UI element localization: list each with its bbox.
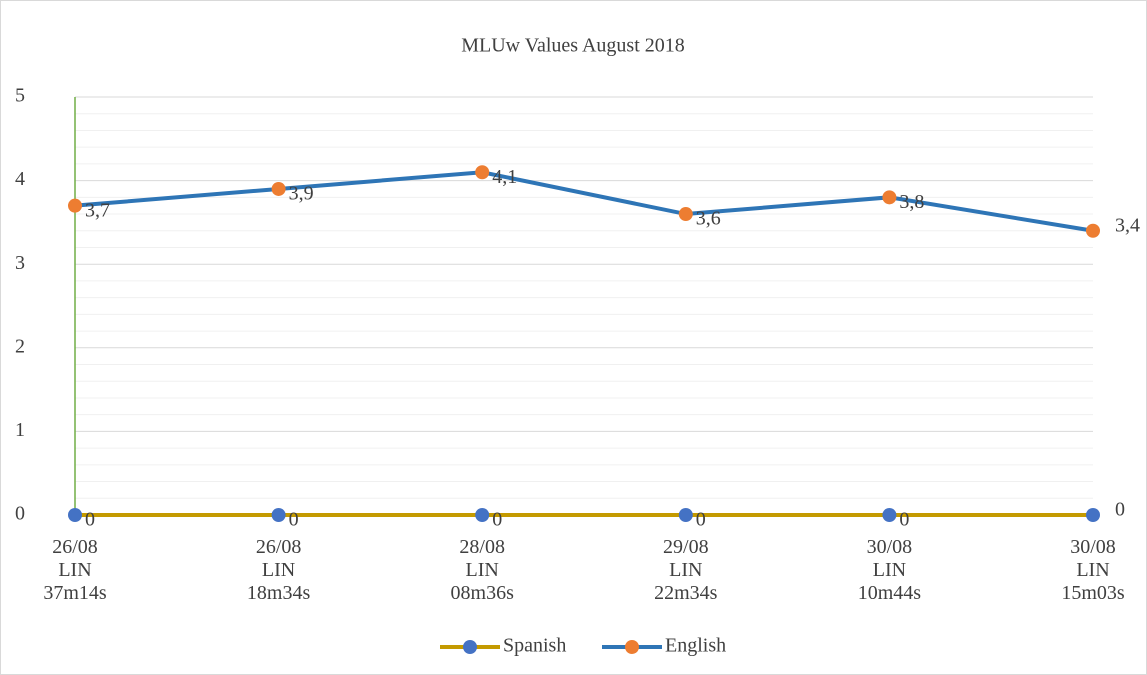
x-tick-label-line: 15m03s <box>1061 582 1125 604</box>
x-tick-label-line: 30/08 <box>1070 536 1116 558</box>
data-label: 0 <box>696 509 706 531</box>
x-tick-label-line: 18m34s <box>247 582 311 604</box>
x-tick-label: 30/08 LIN 15m03s <box>1061 536 1125 604</box>
x-tick-label-line: LIN <box>262 559 295 581</box>
x-tick-label-line: LIN <box>1076 559 1109 581</box>
data-label: 0 <box>289 509 299 531</box>
data-label: 3,8 <box>899 191 924 213</box>
data-label: 4,1 <box>492 166 517 188</box>
data-label: 3,4 <box>1115 214 1140 236</box>
x-tick-label: 26/08 LIN 37m14s <box>43 536 107 604</box>
x-tick-label-line: 08m36s <box>451 582 515 604</box>
data-label: 0 <box>1115 499 1125 521</box>
x-tick-label-line: 22m34s <box>654 582 718 604</box>
y-tick-label: 0 <box>15 503 25 525</box>
x-tick-label-line: 30/08 <box>867 536 913 558</box>
y-tick-label: 3 <box>15 252 25 274</box>
data-point <box>678 508 693 522</box>
chart-title: MLUw Values August 2018 <box>461 35 685 57</box>
legend-marker <box>625 640 639 654</box>
legend-label: English <box>665 635 726 657</box>
x-tick-label-line: 26/08 <box>52 536 98 558</box>
data-label: 0 <box>492 509 502 531</box>
x-tick-label-line: LIN <box>669 559 702 581</box>
x-tick-label-line: 37m14s <box>43 582 107 604</box>
data-point <box>475 508 490 522</box>
y-tick-label: 4 <box>15 168 25 190</box>
data-label: 0 <box>85 509 95 531</box>
x-tick-label-line: LIN <box>873 559 906 581</box>
data-label: 0 <box>899 509 909 531</box>
x-tick-label-line: LIN <box>58 559 91 581</box>
x-tick-label-line: 10m44s <box>858 582 922 604</box>
data-label: 3,9 <box>289 183 314 205</box>
y-tick-label: 5 <box>15 85 25 107</box>
data-label: 3,6 <box>696 208 721 230</box>
data-point <box>271 181 286 196</box>
x-tick-label-line: LIN <box>466 559 499 581</box>
y-tick-label: 2 <box>15 335 25 357</box>
data-point <box>1086 508 1100 522</box>
data-point <box>1086 223 1100 238</box>
data-point <box>271 508 286 522</box>
series-line <box>74 170 1094 233</box>
legend-label: Spanish <box>503 635 566 657</box>
x-tick-label: 26/08 LIN 18m34s <box>247 536 311 604</box>
y-tick-label: 1 <box>15 419 25 441</box>
x-tick-label-line: 26/08 <box>256 536 302 558</box>
x-tick-label-line: 28/08 <box>459 536 505 558</box>
x-tick-label: 28/08 LIN 08m36s <box>451 536 515 604</box>
data-label: 3,7 <box>85 199 110 221</box>
data-point <box>68 198 82 213</box>
data-point <box>68 508 82 522</box>
x-tick-label: 30/08 LIN 10m44s <box>858 536 922 604</box>
legend-marker <box>463 640 477 654</box>
data-point <box>678 207 693 222</box>
data-point <box>882 190 897 205</box>
data-point <box>882 508 897 522</box>
x-tick-label: 29/08 LIN 22m34s <box>654 536 718 604</box>
x-tick-label-line: 29/08 <box>663 536 709 558</box>
data-point <box>475 165 490 180</box>
